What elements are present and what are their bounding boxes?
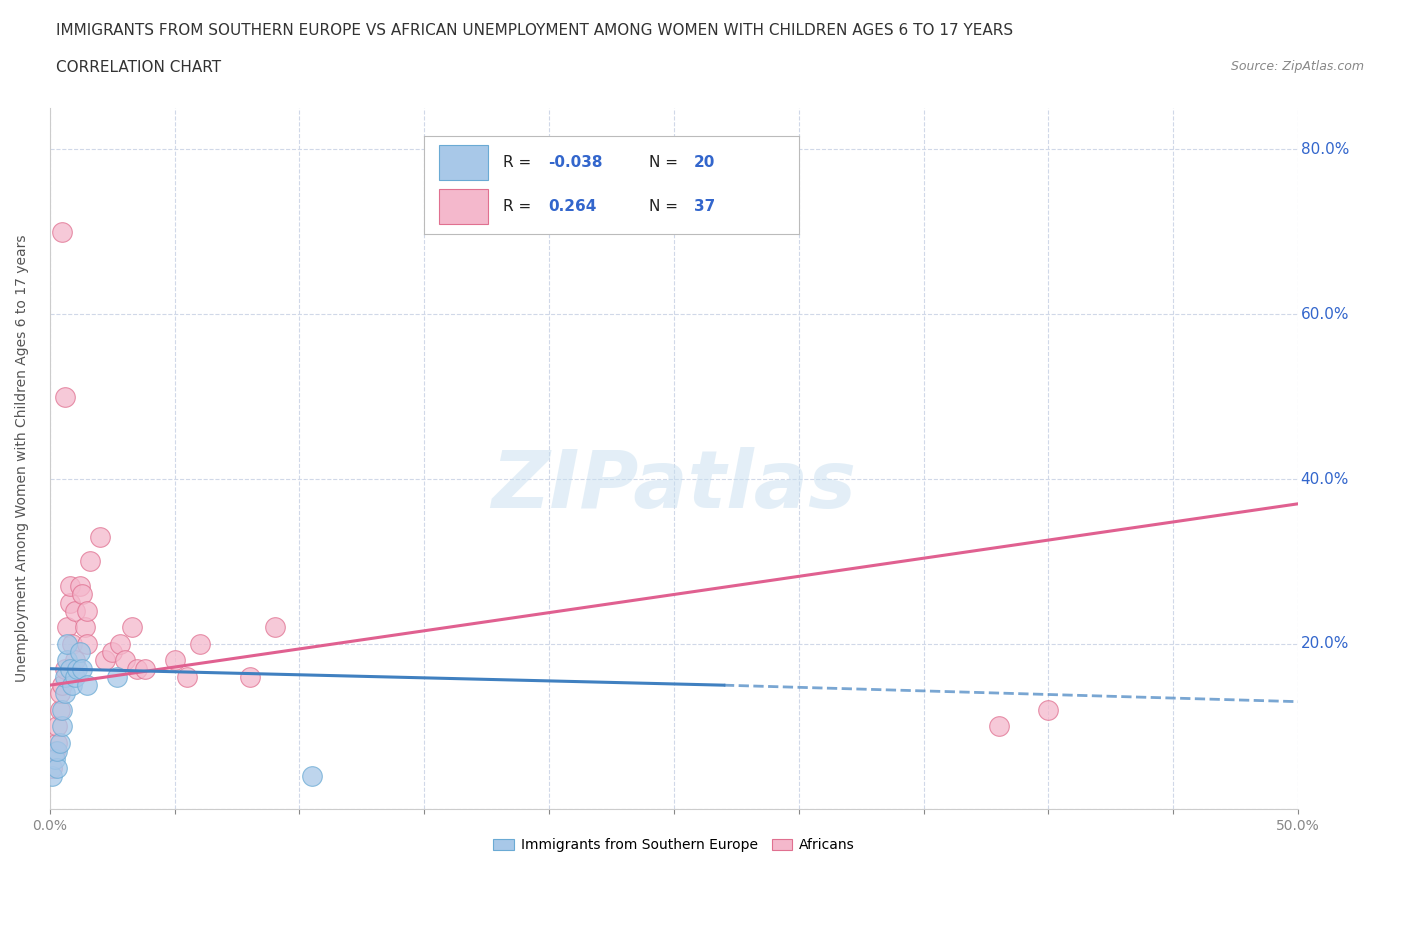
Point	[51, 719, 73, 734]
Point	[49, 686, 72, 701]
Point	[60, 636, 83, 651]
Text: ZIPatlas: ZIPatlas	[492, 447, 856, 525]
Point	[127, 661, 149, 676]
Point	[46, 744, 69, 759]
Text: Source: ZipAtlas.com: Source: ZipAtlas.com	[1230, 60, 1364, 73]
Point	[76, 636, 98, 651]
Point	[188, 636, 211, 651]
Point	[176, 670, 198, 684]
Point	[163, 653, 186, 668]
Point	[44, 752, 66, 767]
Point	[53, 389, 76, 404]
Point	[41, 760, 63, 775]
Point	[238, 670, 260, 684]
Y-axis label: Unemployment Among Women with Children Ages 6 to 17 years: Unemployment Among Women with Children A…	[15, 234, 30, 683]
Point	[72, 587, 94, 602]
Point	[56, 636, 79, 651]
Point	[56, 620, 79, 635]
Point	[69, 578, 91, 593]
Point	[301, 768, 323, 783]
Point	[76, 604, 98, 618]
Point	[73, 620, 96, 635]
Point	[1038, 702, 1060, 717]
Point	[101, 644, 124, 659]
Point	[56, 653, 79, 668]
Point	[46, 719, 69, 734]
Point	[49, 736, 72, 751]
Point	[134, 661, 156, 676]
Point	[51, 702, 73, 717]
Point	[44, 744, 66, 759]
Point	[121, 620, 143, 635]
Point	[41, 768, 63, 783]
Point	[66, 661, 89, 676]
Point	[59, 595, 82, 610]
Point	[79, 554, 101, 569]
Point	[76, 678, 98, 693]
Point	[51, 678, 73, 693]
Point	[46, 736, 69, 751]
Point	[46, 760, 69, 775]
Point	[53, 670, 76, 684]
Point	[105, 670, 128, 684]
Point	[72, 661, 94, 676]
Text: IMMIGRANTS FROM SOUTHERN EUROPE VS AFRICAN UNEMPLOYMENT AMONG WOMEN WITH CHILDRE: IMMIGRANTS FROM SOUTHERN EUROPE VS AFRIC…	[56, 23, 1014, 38]
Point	[63, 604, 86, 618]
Point	[263, 620, 285, 635]
Point	[89, 529, 111, 544]
Text: 20.0%: 20.0%	[1301, 636, 1348, 651]
Point	[63, 653, 86, 668]
Point	[987, 719, 1010, 734]
Point	[108, 636, 131, 651]
Point	[59, 661, 82, 676]
Point	[49, 702, 72, 717]
Point	[60, 678, 83, 693]
Text: CORRELATION CHART: CORRELATION CHART	[56, 60, 221, 75]
Legend: Immigrants from Southern Europe, Africans: Immigrants from Southern Europe, African…	[488, 833, 860, 858]
Point	[114, 653, 136, 668]
Point	[51, 224, 73, 239]
Text: 60.0%: 60.0%	[1301, 307, 1350, 322]
Point	[53, 661, 76, 676]
Point	[63, 670, 86, 684]
Point	[94, 653, 117, 668]
Text: 80.0%: 80.0%	[1301, 141, 1348, 157]
Point	[59, 578, 82, 593]
Text: 40.0%: 40.0%	[1301, 472, 1348, 486]
Point	[53, 686, 76, 701]
Point	[69, 644, 91, 659]
